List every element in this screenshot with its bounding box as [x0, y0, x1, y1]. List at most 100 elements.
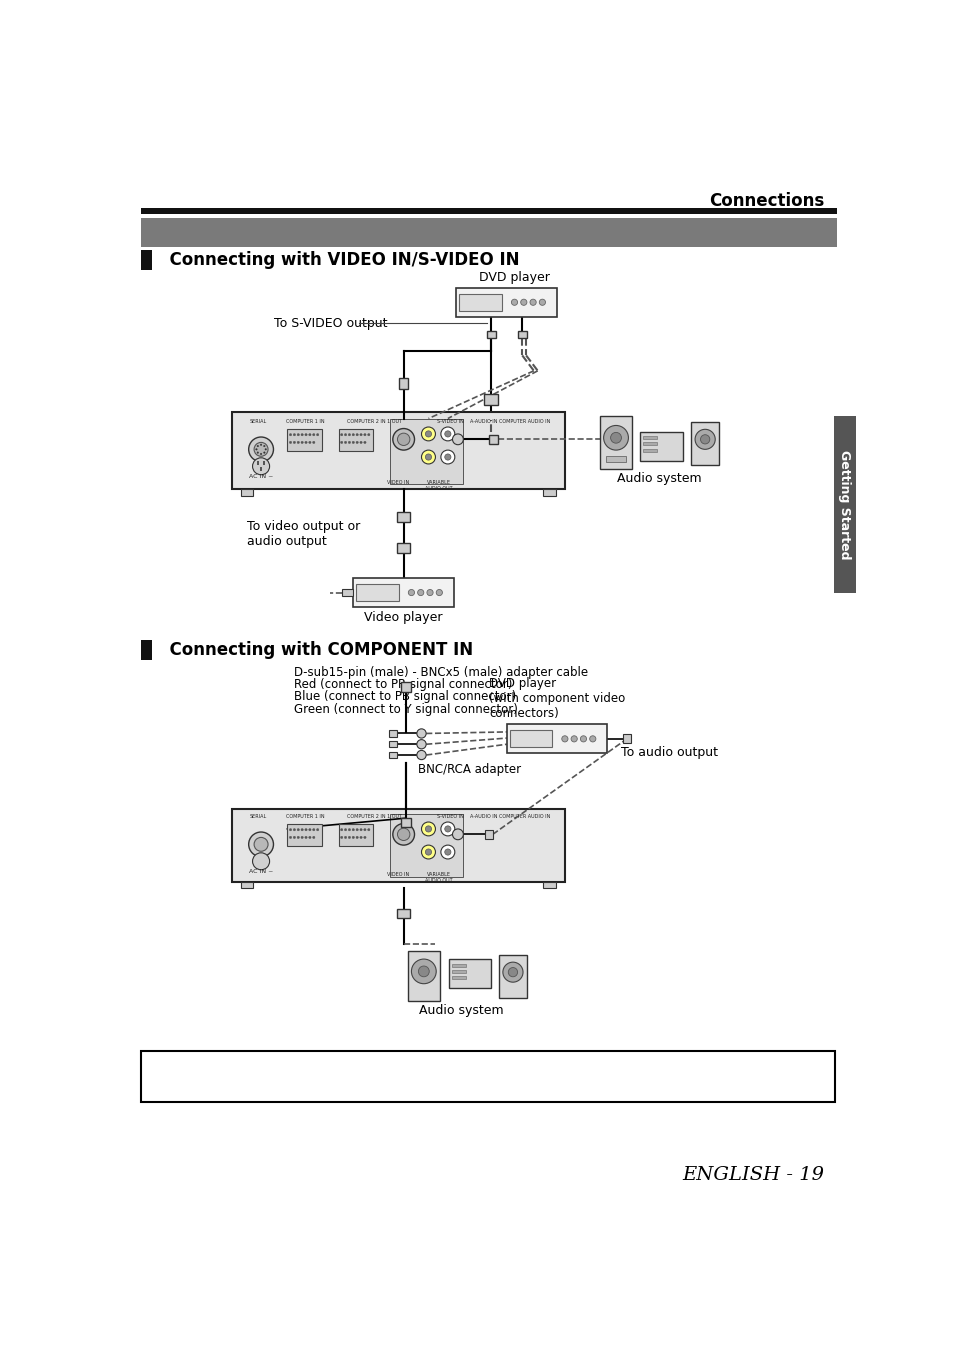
Text: Connecting with AV equipment: Connecting with AV equipment: [150, 222, 514, 242]
Bar: [642, 442, 657, 446]
Circle shape: [316, 434, 318, 436]
Text: A-AUDIO IN: A-AUDIO IN: [469, 419, 497, 423]
Circle shape: [425, 454, 431, 461]
Bar: [232, 412, 564, 489]
Circle shape: [340, 434, 342, 436]
Bar: [342, 589, 353, 596]
Circle shape: [397, 828, 410, 840]
Bar: [486, 331, 496, 339]
Text: To S-VIDEO output: To S-VIDEO output: [274, 316, 387, 330]
Circle shape: [408, 589, 415, 596]
Circle shape: [363, 828, 366, 831]
Bar: [459, 293, 501, 311]
Text: AC IN ~: AC IN ~: [249, 474, 273, 480]
Circle shape: [352, 828, 355, 831]
Text: COMPUTER 2 IN 1 OUT: COMPUTER 2 IN 1 OUT: [347, 813, 402, 819]
Circle shape: [363, 442, 366, 443]
Bar: [353, 578, 454, 607]
Bar: [498, 955, 526, 997]
Circle shape: [296, 828, 299, 831]
Text: AC IN ~: AC IN ~: [249, 869, 273, 874]
Circle shape: [359, 434, 362, 436]
Circle shape: [255, 449, 257, 450]
Text: •  If you connect the BNC cables, use with a commercial BNC-RCA adaptor.: • If you connect the BNC cables, use wit…: [149, 1073, 626, 1086]
Circle shape: [444, 848, 451, 855]
Circle shape: [363, 434, 366, 436]
Bar: [642, 449, 657, 451]
Text: S-VIDEO IN: S-VIDEO IN: [436, 813, 463, 819]
Circle shape: [265, 449, 266, 450]
Circle shape: [293, 836, 295, 839]
Circle shape: [421, 821, 435, 836]
Text: VARIABLE
AUDIO OUT: VARIABLE AUDIO OUT: [424, 480, 452, 490]
Bar: [488, 435, 497, 444]
Circle shape: [421, 450, 435, 463]
Circle shape: [695, 430, 715, 450]
Bar: [141, 639, 152, 659]
Circle shape: [348, 828, 350, 831]
Circle shape: [293, 442, 295, 443]
Bar: [452, 963, 465, 967]
Bar: [605, 457, 625, 462]
Circle shape: [293, 434, 295, 436]
Circle shape: [260, 453, 261, 455]
Bar: [639, 431, 682, 461]
Bar: [833, 416, 855, 593]
Text: DVD player
(with component video
connectors): DVD player (with component video connect…: [489, 677, 624, 720]
Circle shape: [289, 442, 292, 443]
Bar: [263, 461, 265, 465]
Circle shape: [316, 828, 318, 831]
Bar: [232, 809, 564, 882]
Text: VARIABLE
AUDIO OUT: VARIABLE AUDIO OUT: [424, 871, 452, 882]
Text: Connections: Connections: [708, 192, 823, 209]
Circle shape: [313, 442, 314, 443]
Bar: [141, 218, 836, 247]
Bar: [398, 378, 408, 389]
Circle shape: [425, 848, 431, 855]
Bar: [506, 724, 607, 754]
Bar: [397, 909, 410, 919]
Bar: [241, 882, 253, 888]
Circle shape: [301, 828, 303, 831]
Bar: [456, 288, 557, 317]
Circle shape: [355, 434, 358, 436]
Circle shape: [610, 432, 620, 443]
Circle shape: [289, 434, 292, 436]
Bar: [542, 882, 555, 888]
Circle shape: [263, 451, 265, 454]
Bar: [452, 975, 465, 979]
Circle shape: [502, 962, 522, 982]
Text: Green (connect to Y signal connector): Green (connect to Y signal connector): [294, 703, 517, 716]
Circle shape: [293, 828, 295, 831]
Text: Blue (connect to PB signal connector): Blue (connect to PB signal connector): [294, 690, 516, 704]
Bar: [338, 824, 373, 846]
Circle shape: [421, 846, 435, 859]
Bar: [542, 489, 555, 496]
Circle shape: [309, 442, 311, 443]
Circle shape: [313, 836, 314, 839]
Circle shape: [340, 442, 342, 443]
Text: A-AUDIO IN: A-AUDIO IN: [469, 813, 497, 819]
Text: NOTE:: NOTE:: [149, 1059, 196, 1073]
Text: SERIAL: SERIAL: [250, 419, 267, 423]
Circle shape: [249, 436, 274, 462]
Circle shape: [352, 836, 355, 839]
Circle shape: [263, 446, 265, 447]
Circle shape: [393, 824, 415, 846]
Bar: [259, 467, 262, 471]
Circle shape: [289, 836, 292, 839]
Circle shape: [344, 434, 346, 436]
Circle shape: [348, 434, 350, 436]
Circle shape: [511, 299, 517, 305]
Text: DVD player: DVD player: [478, 270, 549, 284]
Circle shape: [520, 299, 526, 305]
Bar: [390, 813, 463, 877]
Circle shape: [436, 589, 442, 596]
Circle shape: [305, 836, 307, 839]
Text: VIDEO IN: VIDEO IN: [387, 871, 409, 877]
Bar: [397, 512, 410, 521]
Bar: [622, 734, 630, 743]
Circle shape: [344, 836, 346, 839]
Circle shape: [344, 828, 346, 831]
Bar: [389, 742, 396, 747]
